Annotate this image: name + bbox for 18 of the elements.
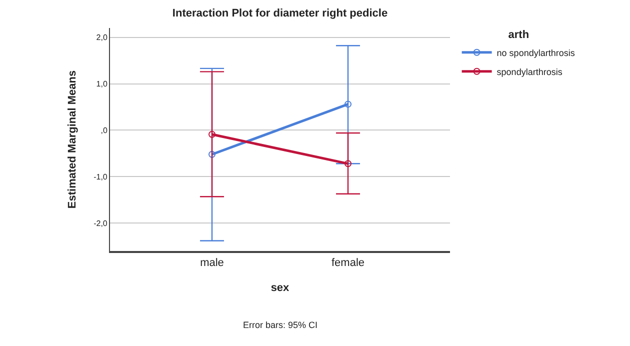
chart-title: Interaction Plot for diameter right pedicle	[172, 7, 388, 20]
y-tick-label: -2,0	[94, 218, 108, 228]
point	[344, 160, 352, 168]
point	[344, 100, 352, 108]
y-tick-label: -1,0	[94, 172, 108, 182]
point	[208, 130, 216, 138]
y-tick-label: 2,0	[96, 33, 108, 42]
legend-label: spondylarthrosis	[496, 66, 563, 77]
text: Error bars: 95% CI	[243, 320, 318, 330]
y-axis-title: Estimated Marginal Means	[66, 70, 78, 209]
x-tick-label: male	[200, 257, 224, 270]
x-tick-label: female	[331, 257, 365, 270]
point	[208, 150, 216, 158]
y-tick-label: ,0	[100, 126, 108, 136]
y-tick-label: 1,0	[96, 80, 108, 89]
legend-title: arth	[508, 28, 530, 41]
x-axis-title: sex	[270, 282, 290, 294]
legend-label: no spondylarthrosis	[496, 48, 576, 58]
